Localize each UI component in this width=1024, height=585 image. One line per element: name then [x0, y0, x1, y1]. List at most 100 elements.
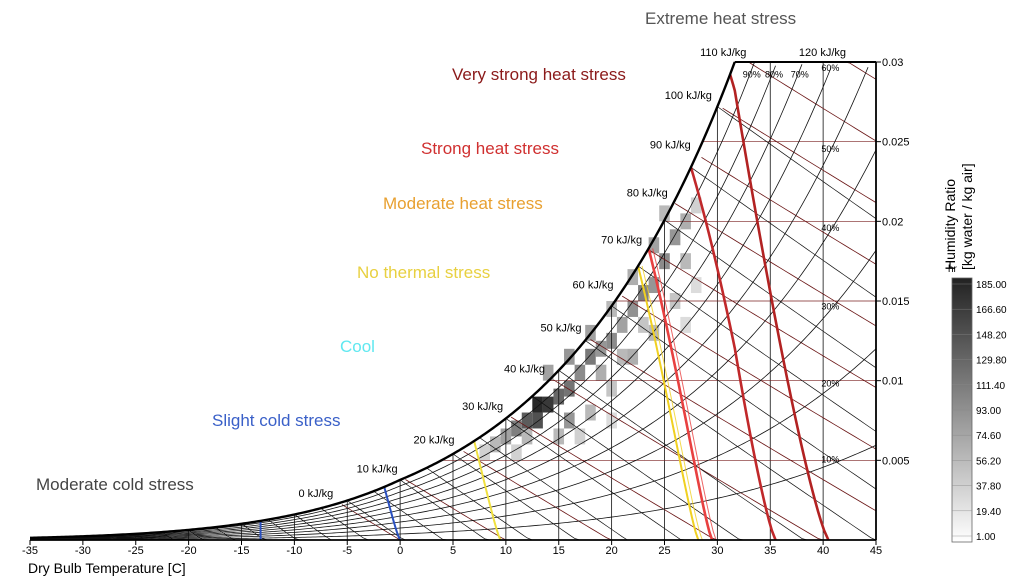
heatmap-cell — [638, 316, 649, 333]
x-tick-label: -20 — [181, 545, 197, 557]
legend-value-label: 74.60 — [976, 431, 1001, 442]
enthalpy-line — [463, 451, 633, 540]
x-tick-label: 40 — [817, 545, 829, 557]
grid-layer — [30, 61, 876, 540]
rh-label: 90% — [743, 70, 761, 80]
rh-label: 20% — [821, 378, 839, 388]
enthalpy-label: 120 kJ/kg — [799, 47, 846, 59]
cool-boundary — [473, 440, 502, 540]
y-tick-label: 0.025 — [882, 137, 910, 149]
heatmap-cell — [564, 412, 575, 429]
in-plot-labels: 0 kJ/kg 10 kJ/kg 20 kJ/kg 30 kJ/kg 40 kJ/kg 5… — [298, 47, 846, 500]
heatmap-cell — [564, 380, 575, 397]
enthalpy-line — [510, 416, 739, 540]
enthalpy-label: 110 kJ/kg — [700, 47, 746, 59]
x-tick-label: 5 — [450, 545, 456, 557]
x-tick-label: 10 — [500, 545, 512, 557]
zone-label-cool: Cool — [340, 337, 375, 356]
legend-value-label: 19.40 — [976, 507, 1001, 518]
legend-value-label: 56.20 — [976, 456, 1001, 467]
rh-label: 80% — [765, 70, 783, 80]
x-tick-label: -35 — [22, 545, 38, 557]
heatmap-cell — [564, 348, 575, 365]
heatmap-cell — [627, 301, 639, 317]
relative-humidity-curve — [30, 65, 776, 539]
heatmap-cell — [479, 444, 491, 461]
heatmap-cell — [490, 436, 501, 453]
heatmap-cell — [669, 229, 681, 246]
heatmap-cell — [659, 205, 670, 222]
enthalpy-label: 20 kJ/kg — [414, 435, 455, 447]
legend-value-label: 93.00 — [976, 406, 1001, 417]
moderate-heat-boundary-secondary — [652, 248, 717, 540]
y-tick-label: 0.015 — [882, 296, 910, 308]
x-tick-label: -15 — [234, 545, 250, 557]
legend-value-label: 148.20 — [976, 330, 1007, 341]
enthalpy-label: 0 kJ/kg — [298, 488, 333, 500]
legend-value-label: 166.60 — [976, 305, 1007, 316]
heatmap-cell — [511, 420, 522, 437]
enthalpy-label: 50 kJ/kg — [541, 323, 582, 335]
enthalpy-line — [823, 61, 876, 80]
x-tick-label: -10 — [286, 545, 302, 557]
x-tick-label: 0 — [397, 545, 403, 557]
heatmap-cell — [595, 364, 607, 381]
heatmap-cell — [532, 396, 543, 413]
zone-label-no-thermal-stress: No thermal stress — [357, 263, 490, 282]
enthalpy-line — [701, 157, 876, 265]
wet-bulb-line — [717, 106, 876, 220]
enthalpy-line — [674, 203, 876, 327]
x-tick-label: -30 — [75, 545, 91, 557]
zone-label-very-strong-heat-stress: Very strong heat stress — [452, 65, 626, 84]
heatmap-cell — [638, 285, 649, 301]
x-tick-label: 45 — [870, 545, 882, 557]
heatmap-cell — [542, 396, 554, 413]
heatmap-cell — [521, 412, 533, 429]
legend-value-label: 185.00 — [976, 280, 1007, 291]
x-tick-label: -5 — [342, 545, 352, 557]
y-tick-label: 0.01 — [882, 376, 903, 388]
enthalpy-line — [341, 504, 422, 540]
no-thermal-stress-boundary — [637, 265, 700, 540]
enthalpy-line — [648, 249, 876, 389]
axes-layer: -35 -30 -25 -20 -15 -10 -5 0 5 10 15 20 25 30 35 40 45 0.… — [22, 57, 909, 557]
enthalpy-label: 30 kJ/kg — [462, 401, 503, 413]
slight-cold-boundary — [383, 486, 401, 540]
heatmap-cell — [585, 404, 596, 421]
zone-label-slight-cold-stress: Slight cold stress — [212, 411, 341, 430]
wet-bulb-line — [637, 265, 876, 432]
heatmap-cell — [648, 237, 660, 254]
wet-bulb-line — [611, 305, 876, 490]
rh-label: 10% — [821, 454, 839, 464]
enthalpy-label: 60 kJ/kg — [573, 280, 614, 292]
enthalpy-line — [738, 61, 876, 142]
enthalpy-label: 10 kJ/kg — [357, 463, 398, 475]
zone-label-moderate-cold-stress: Moderate cold stress — [36, 475, 194, 494]
relative-humidity-curve — [30, 250, 876, 540]
heatmap-cell — [616, 316, 628, 333]
wet-bulb-line — [532, 395, 744, 540]
zone-label-moderate-heat-stress: Moderate heat stress — [383, 194, 543, 213]
legend-value-label: 37.80 — [976, 482, 1001, 493]
x-tick-label: 35 — [764, 545, 776, 557]
enthalpy-label: 70 kJ/kg — [601, 234, 642, 246]
moderate-heat-boundary — [647, 248, 714, 540]
wet-bulb-line — [399, 479, 491, 540]
heatmap-cell — [627, 269, 639, 286]
enthalpy-line — [722, 107, 876, 204]
rh-label: 40% — [821, 223, 839, 233]
wet-bulb-line — [584, 340, 876, 540]
saturation-curve-layer — [29, 61, 876, 540]
zone-label-strong-heat-stress: Strong heat stress — [421, 139, 559, 158]
enthalpy-label: 100 kJ/kg — [665, 90, 712, 102]
colorbar-legend: hr 185.00 166.60 148.20 129.80 111.40 93.00 74… — [948, 264, 1007, 543]
x-tick-label: -25 — [128, 545, 144, 557]
wet-bulb-line — [373, 490, 448, 540]
very-strong-heat-boundary — [728, 74, 830, 540]
y-tick-label: 0.005 — [882, 455, 910, 467]
enthalpy-label: 40 kJ/kg — [504, 363, 545, 375]
heatmap-cell — [648, 277, 660, 294]
enthalpy-line — [621, 295, 876, 450]
enthalpy-label: 90 kJ/kg — [650, 140, 691, 152]
x-tick-label: 30 — [711, 545, 723, 557]
